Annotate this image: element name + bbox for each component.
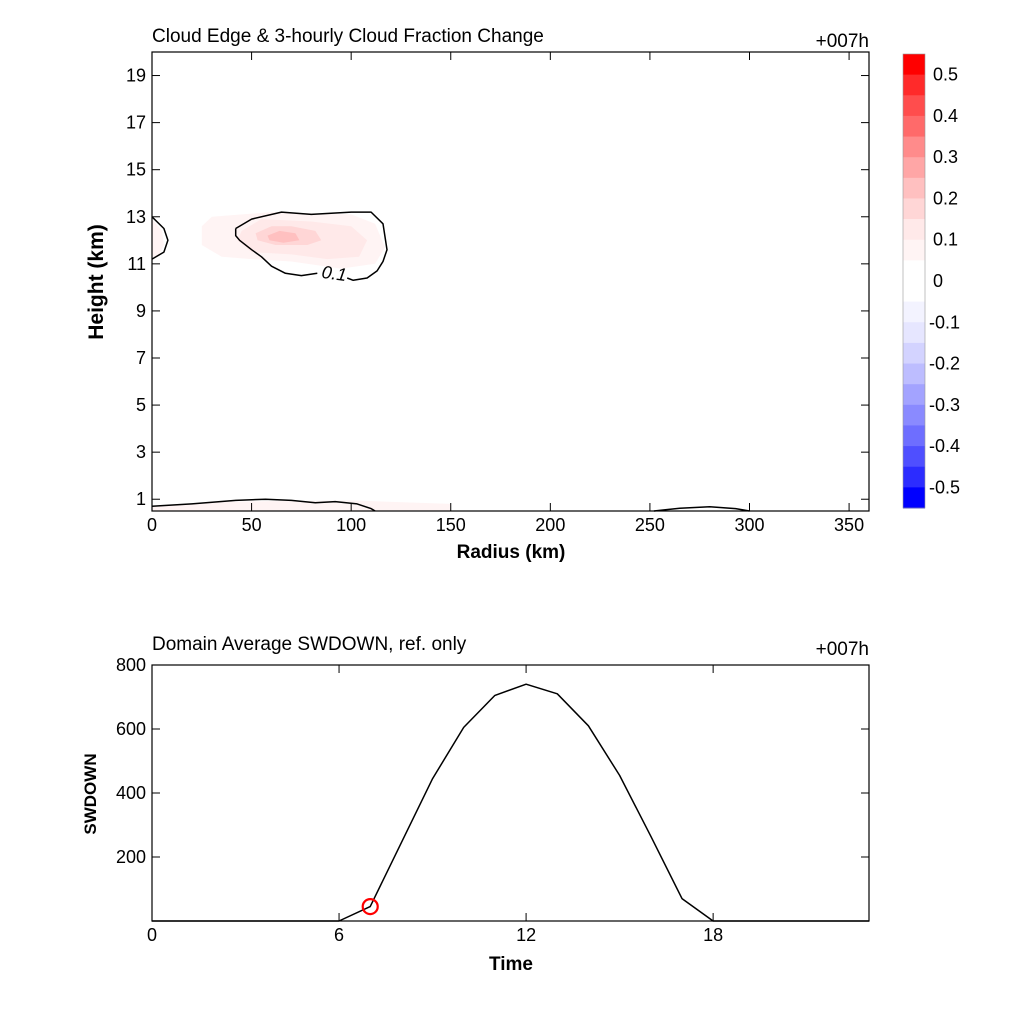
bottom-chart-title: Domain Average SWDOWN, ref. only [152,634,467,655]
cloud-edge-contour-3 [151,498,376,512]
colorbar-swatch [903,342,925,365]
y-tick-label: 400 [116,783,146,803]
colorbar-swatch [903,487,925,509]
colorbar-label: -0.1 [929,312,960,332]
y-tick-label: 15 [126,160,146,180]
x-tick-label: 18 [703,925,723,945]
colorbar-swatch [903,219,925,241]
colorbar-swatch [903,322,925,344]
colorbar-label: 0 [933,271,943,291]
colorbar-label: 0.4 [933,106,958,126]
colorbar-label: 0.5 [933,65,958,85]
colorbar-swatch [903,136,925,158]
y-tick-label: 9 [136,301,146,321]
y-tick-label: 3 [136,442,146,462]
x-tick-label: 12 [516,925,536,945]
y-tick-label: 19 [126,66,146,86]
cloud-edge-contour-0 [151,216,169,260]
y-tick-label: 800 [116,655,146,675]
cloud-edge-contour-4 [653,506,750,512]
x-tick-label: 300 [734,515,764,535]
colorbar-swatch [903,446,925,468]
colorbar-swatch [903,363,925,385]
cloud-fraction-region-5 [152,500,451,511]
cloud-fraction-region-4 [267,230,300,243]
top-x-ticks: 0 50 100 150 200 250 300 350 [147,52,864,535]
swdown-panel: Domain Average SWDOWN, ref. only +007h 0… [81,634,870,975]
swdown-series-line [152,683,869,922]
heatmap-background [152,52,869,511]
colorbar-label: 0.3 [933,147,958,167]
top-chart-title: Cloud Edge & 3-hourly Cloud Fraction Cha… [152,26,544,47]
top-plot-area: 0.1 [151,51,870,512]
colorbar-swatch [903,384,925,406]
colorbar-swatch [903,425,925,447]
colorbar-swatch [903,239,925,261]
bottom-x-ticks: 0 6 12 18 [147,665,723,945]
colorbar-label: -0.2 [929,354,960,374]
bottom-y-axis-label: SWDOWN [81,753,100,834]
colorbar-swatch [903,177,925,199]
cloud-edge-contour-1 [235,211,388,282]
bottom-plot-frame [151,664,870,922]
colorbar-label: -0.3 [929,395,960,415]
bottom-y-ticks: 200 400 600 800 [116,655,869,867]
colorbar-swatch [903,404,925,426]
colorbar-swatch [903,157,925,179]
y-tick-label: 200 [116,847,146,867]
y-tick-label: 600 [116,719,146,739]
y-tick-label: 5 [136,395,146,415]
colorbar-label: 0.1 [933,230,958,250]
colorbar-label: 0.2 [933,188,958,208]
x-tick-label: 0 [147,515,157,535]
contour-label: 0.1 [320,262,348,285]
y-tick-label: 7 [136,348,146,368]
colorbar-swatch [903,115,925,138]
cloud-edge-contour-2 [234,228,318,277]
top-chart-time-label: +007h [816,31,869,52]
top-plot-frame [151,51,870,512]
top-x-axis-label: Radius (km) [457,542,566,563]
x-tick-label: 150 [436,515,466,535]
x-tick-label: 250 [635,515,665,535]
cloud-fraction-panel: Cloud Edge & 3-hourly Cloud Fraction Cha… [85,26,870,563]
bottom-x-axis-label: Time [489,954,533,975]
colorbar-swatch [903,260,925,282]
colorbar-swatch [903,301,925,323]
bottom-chart-time-label: +007h [816,639,869,660]
colorbar-label: -0.5 [929,477,960,497]
colorbar-swatch [903,54,925,76]
x-tick-label: 0 [147,925,157,945]
current-time-marker [361,897,379,916]
y-tick-label: 1 [136,489,146,509]
x-tick-label: 200 [535,515,565,535]
colorbar-swatch [903,198,925,220]
bottom-plot-area [151,664,870,922]
y-tick-label: 11 [127,254,146,274]
colorbar-swatch [903,95,925,117]
x-tick-label: 100 [336,515,366,535]
y-tick-label: 13 [126,207,146,227]
x-tick-label: 6 [334,925,344,945]
colorbar: 0.5 0.4 0.3 0.2 0.1 0 -0.1 -0.2 -0.3 -0.4 -0.5 [902,53,960,509]
colorbar-swatch [903,466,925,488]
colorbar-frame [902,53,926,509]
colorbar-swatch [903,281,925,303]
colorbar-label: -0.4 [929,436,960,456]
cloud-fraction-region-0 [152,219,164,257]
colorbar-swatch [903,74,925,96]
x-tick-label: 350 [834,515,864,535]
x-tick-label: 50 [242,515,262,535]
top-y-axis-label: Height (km) [85,224,108,340]
y-tick-label: 17 [126,113,146,133]
